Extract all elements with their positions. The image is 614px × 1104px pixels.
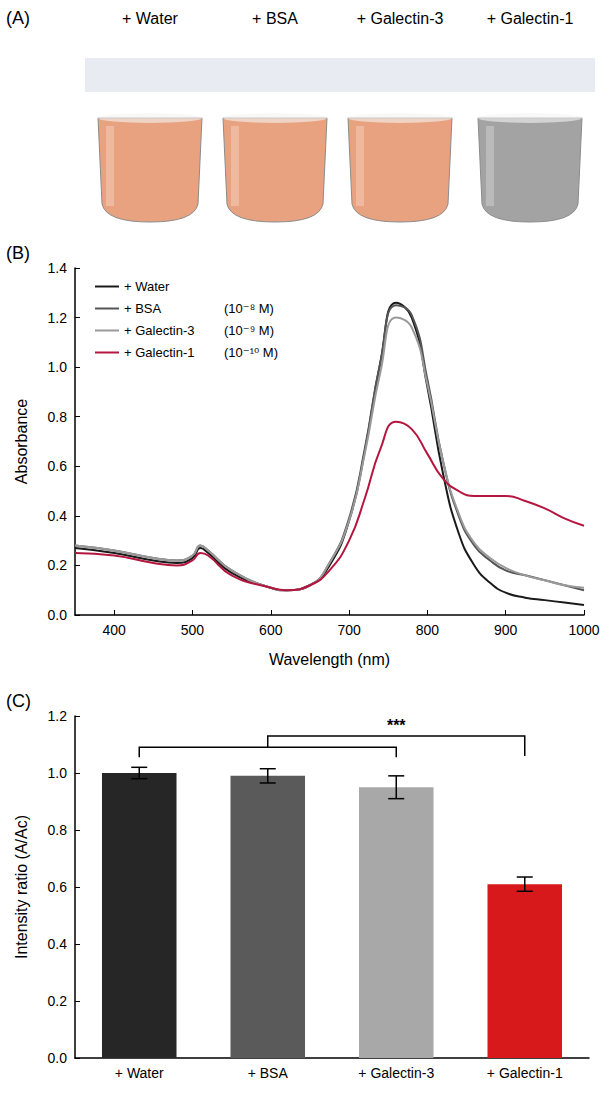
svg-text:800: 800 — [416, 622, 440, 638]
svg-text:500: 500 — [181, 622, 205, 638]
svg-text:(10⁻⁸ M): (10⁻⁸ M) — [224, 301, 274, 316]
svg-text:0.0: 0.0 — [48, 607, 68, 623]
svg-text:1.2: 1.2 — [48, 708, 68, 724]
svg-text:(B): (B) — [6, 243, 30, 263]
svg-text:+ Water: + Water — [122, 10, 179, 27]
svg-text:0.8: 0.8 — [48, 409, 68, 425]
svg-text:+ Galectin-3: + Galectin-3 — [358, 1065, 434, 1081]
svg-text:0.4: 0.4 — [48, 508, 68, 524]
svg-text:0.6: 0.6 — [48, 458, 68, 474]
svg-text:Wavelength (nm): Wavelength (nm) — [269, 651, 390, 668]
svg-text:+ BSA: + BSA — [124, 301, 162, 316]
svg-text:1.2: 1.2 — [48, 310, 68, 326]
svg-text:+ Galectin-3: + Galectin-3 — [357, 10, 444, 27]
svg-text:0.4: 0.4 — [48, 936, 68, 952]
svg-text:Intensity ratio (A/Ac): Intensity ratio (A/Ac) — [13, 815, 30, 959]
svg-text:900: 900 — [494, 622, 518, 638]
svg-text:(10⁻⁹ M): (10⁻⁹ M) — [224, 323, 274, 338]
svg-text:Absorbance: Absorbance — [13, 399, 30, 484]
svg-text:(10⁻¹⁰ M): (10⁻¹⁰ M) — [224, 345, 278, 360]
svg-text:400: 400 — [102, 622, 126, 638]
svg-text:0.0: 0.0 — [48, 1050, 68, 1066]
svg-text:+ BSA: + BSA — [252, 10, 298, 27]
svg-text:+ Galectin-1: + Galectin-1 — [487, 10, 574, 27]
svg-text:+ BSA: + BSA — [248, 1065, 289, 1081]
svg-text:1.0: 1.0 — [48, 765, 68, 781]
svg-text:0.2: 0.2 — [48, 993, 68, 1009]
svg-text:0.6: 0.6 — [48, 879, 68, 895]
svg-text:700: 700 — [337, 622, 361, 638]
svg-text:+ Galectin-3: + Galectin-3 — [124, 323, 194, 338]
svg-text:(A): (A) — [6, 8, 30, 28]
svg-text:1.4: 1.4 — [48, 260, 68, 276]
svg-text:+ Galectin-1: + Galectin-1 — [487, 1065, 563, 1081]
svg-text:1.0: 1.0 — [48, 359, 68, 375]
svg-text:0.2: 0.2 — [48, 557, 68, 573]
svg-text:+ Galectin-1: + Galectin-1 — [124, 345, 194, 360]
svg-text:0.8: 0.8 — [48, 822, 68, 838]
svg-text:1000: 1000 — [568, 622, 599, 638]
svg-text:(C): (C) — [6, 691, 31, 711]
svg-text:+ Water: + Water — [115, 1065, 164, 1081]
svg-text:600: 600 — [259, 622, 283, 638]
svg-text:+ Water: + Water — [124, 279, 170, 294]
svg-text:***: *** — [387, 717, 406, 734]
